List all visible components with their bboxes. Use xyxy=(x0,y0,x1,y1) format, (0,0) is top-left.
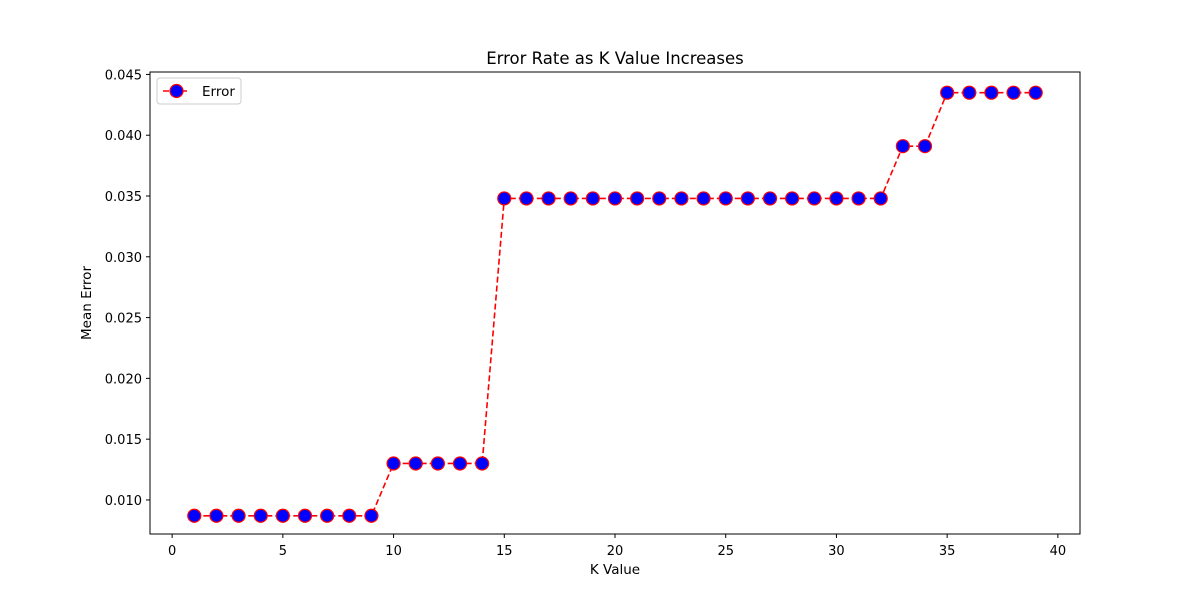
x-tick-label: 10 xyxy=(385,544,402,559)
x-tick-label: 20 xyxy=(607,544,624,559)
y-tick-label: 0.015 xyxy=(105,433,142,448)
y-tick-label: 0.045 xyxy=(105,68,142,83)
x-axis-label: K Value xyxy=(590,562,640,578)
series-line xyxy=(194,91,1036,517)
data-point xyxy=(873,191,888,206)
data-point xyxy=(807,191,822,206)
data-point xyxy=(452,456,468,471)
data-point xyxy=(364,508,379,523)
x-tick-label: 25 xyxy=(717,544,734,559)
data-point xyxy=(253,508,268,523)
y-tick-label: 0.040 xyxy=(105,129,142,144)
x-axis: 0 5 10 15 20 25 30 35 40 xyxy=(168,534,1066,559)
x-tick-label: 30 xyxy=(828,544,845,559)
data-point xyxy=(940,85,955,100)
y-axis: 0.010 0.015 0.020 0.025 0.030 0.035 0.040 0.045 xyxy=(105,68,150,509)
y-axis-label: Mean Error xyxy=(79,266,95,340)
data-point xyxy=(320,508,335,523)
data-point xyxy=(696,191,711,206)
legend: Error xyxy=(156,77,242,105)
data-point xyxy=(851,191,866,206)
data-point xyxy=(408,456,423,471)
data-point xyxy=(895,139,910,154)
data-point xyxy=(652,191,667,206)
data-point xyxy=(917,139,933,154)
data-point xyxy=(497,191,512,206)
data-point xyxy=(674,191,689,206)
legend-marker xyxy=(169,83,184,99)
x-tick-label: 40 xyxy=(1050,544,1067,559)
data-point xyxy=(563,191,578,206)
data-point xyxy=(297,508,313,523)
data-point xyxy=(231,508,246,523)
x-tick-label: 15 xyxy=(496,544,513,559)
data-point xyxy=(430,456,445,471)
x-tick-label: 35 xyxy=(939,544,956,559)
data-point xyxy=(275,508,290,523)
data-point xyxy=(519,191,534,206)
data-point xyxy=(187,508,202,523)
y-tick-label: 0.020 xyxy=(105,372,142,387)
data-point xyxy=(762,191,778,206)
data-point xyxy=(984,85,999,100)
plot-area xyxy=(187,85,1043,523)
y-tick-label: 0.030 xyxy=(105,251,142,266)
data-point xyxy=(585,191,600,206)
x-tick-label: 0 xyxy=(168,544,176,559)
data-point xyxy=(1028,85,1043,100)
y-tick-label: 0.025 xyxy=(105,312,142,327)
data-point xyxy=(962,85,977,100)
data-point xyxy=(718,191,733,206)
data-point xyxy=(209,508,224,523)
chart-title: Error Rate as K Value Increases xyxy=(486,49,744,68)
legend-label: Error xyxy=(202,84,235,100)
data-point xyxy=(829,191,844,206)
y-tick-label: 0.035 xyxy=(105,190,142,205)
data-point xyxy=(386,456,401,471)
data-point xyxy=(630,191,645,206)
data-point xyxy=(1006,85,1021,100)
data-point xyxy=(785,191,800,206)
data-point xyxy=(607,191,623,206)
data-point xyxy=(740,191,755,206)
x-tick-label: 5 xyxy=(279,544,287,559)
data-point xyxy=(342,508,357,523)
y-tick-label: 0.010 xyxy=(105,494,142,509)
data-point xyxy=(541,191,556,206)
data-point xyxy=(475,456,490,471)
